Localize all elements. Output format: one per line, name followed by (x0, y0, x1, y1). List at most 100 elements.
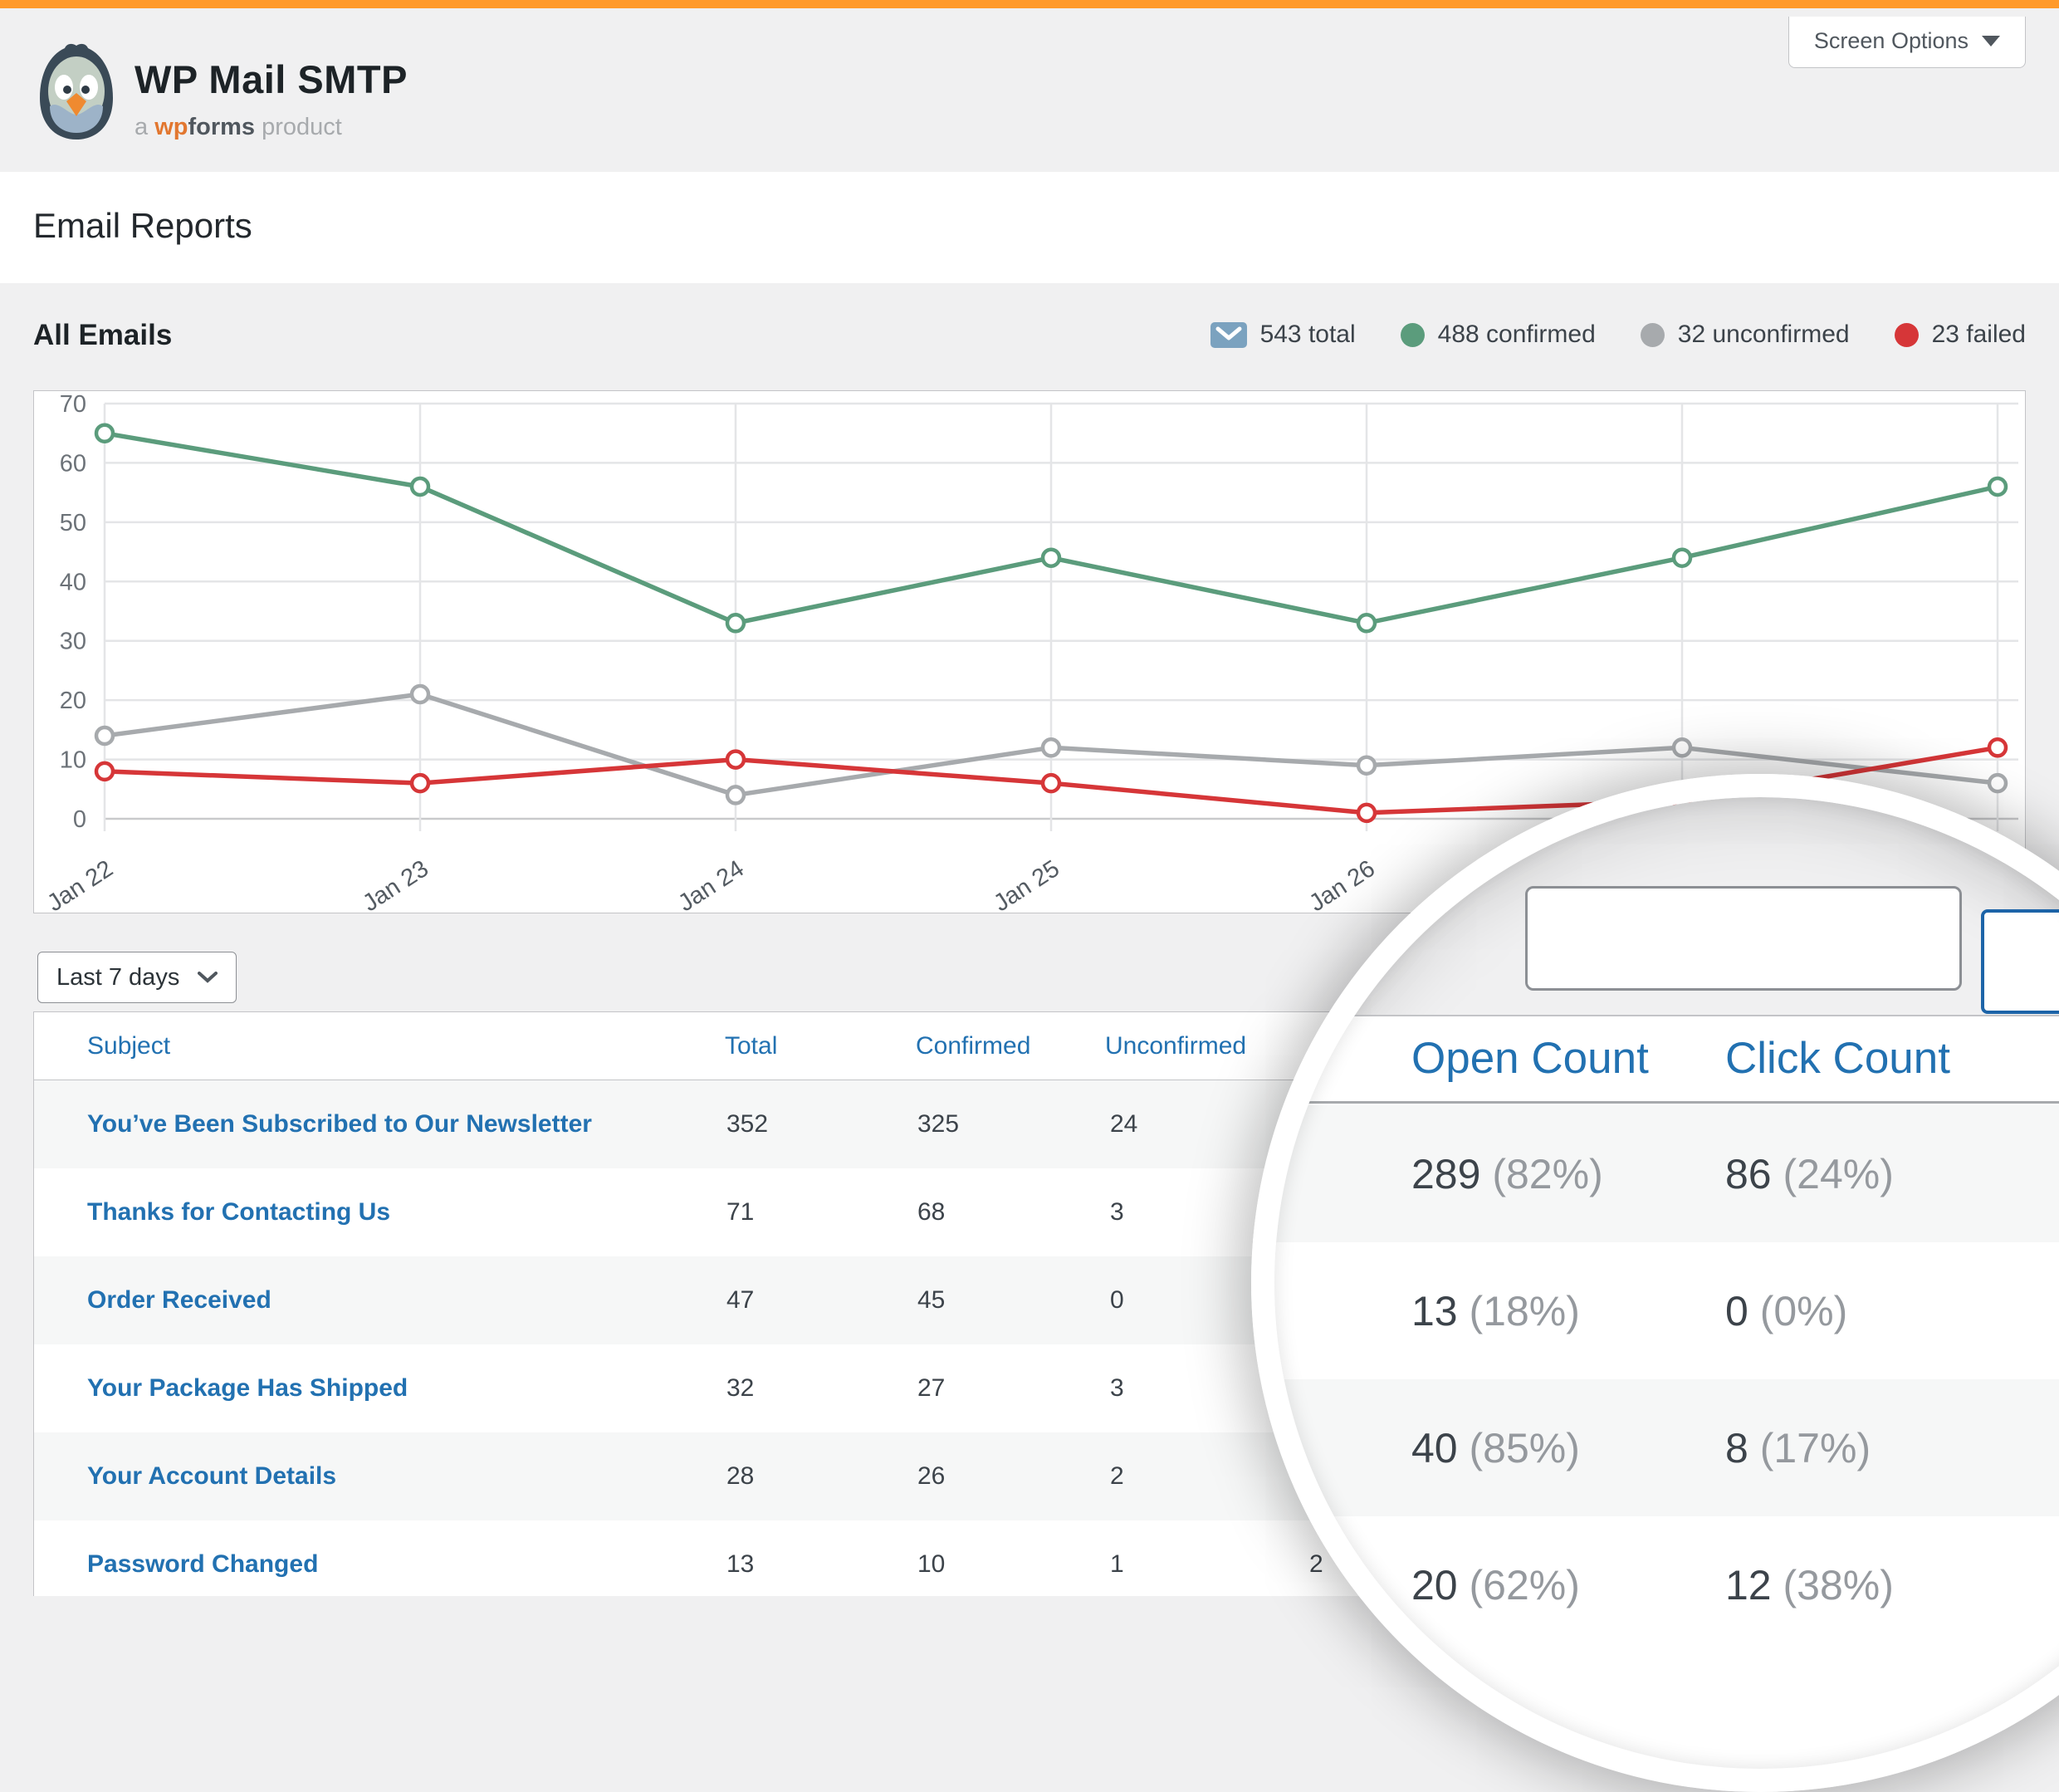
chevron-down-icon (1982, 36, 2000, 47)
open-count-value: 20 (62%) (1411, 1561, 1580, 1608)
unconfirmed-value: 0 (1110, 1286, 1124, 1314)
column-header-unconfirmed[interactable]: Unconfirmed (1105, 1032, 1247, 1060)
top-accent-bar (0, 0, 2059, 8)
dot-icon (1400, 322, 1425, 347)
confirmed-value: 68 (917, 1198, 946, 1226)
email-subject-link[interactable]: Your Account Details (87, 1462, 337, 1490)
data-point-confirmed[interactable] (1987, 476, 2008, 497)
total-value: 13 (726, 1550, 755, 1578)
date-range-value: Last 7 days (56, 963, 180, 991)
open-count-value: 13 (18%) (1411, 1287, 1580, 1334)
x-axis-tick: Jan 23 (358, 855, 433, 913)
date-range-select[interactable]: Last 7 days (37, 952, 237, 1003)
x-axis-tick: Jan 25 (989, 855, 1064, 913)
divider (1274, 1101, 2059, 1104)
data-point-failed[interactable] (94, 761, 115, 782)
column-header-total[interactable]: Total (725, 1032, 778, 1060)
legend-label: 488 confirmed (1437, 321, 1596, 348)
legend-label: 23 failed (1931, 321, 2026, 348)
data-point-failed[interactable] (409, 772, 431, 794)
x-axis-tick: Jan 24 (673, 855, 748, 913)
click-count-value: 8 (17%) (1725, 1424, 1871, 1471)
magnified-table-row: 40 (85%) 8 (17%) (1274, 1379, 2059, 1516)
data-point-confirmed[interactable] (725, 613, 746, 634)
total-value: 71 (726, 1198, 755, 1226)
email-subject-link[interactable]: Your Package Has Shipped (87, 1374, 408, 1402)
y-axis-tick: 60 (60, 450, 86, 477)
y-axis-tick: 20 (60, 688, 86, 714)
unconfirmed-value: 24 (1110, 1110, 1138, 1138)
click-count-value: 0 (0%) (1725, 1287, 1848, 1334)
magnifier-content: Open Count Click Count 289 (82%) 86 (24%)… (1274, 797, 2059, 1769)
data-point-unconfirmed[interactable] (409, 683, 431, 705)
email-subject-link[interactable]: Password Changed (87, 1550, 319, 1578)
app-tagline: a wpforms product (134, 114, 342, 140)
search-button[interactable] (1981, 909, 2059, 1014)
open-count-value: 40 (85%) (1411, 1424, 1580, 1471)
legend-item: 32 unconfirmed (1640, 321, 1850, 349)
data-point-unconfirmed[interactable] (94, 725, 115, 747)
legend-item: 488 confirmed (1400, 321, 1596, 349)
confirmed-value: 27 (917, 1374, 946, 1402)
total-value: 28 (726, 1462, 755, 1490)
x-axis-tick: Jan 26 (1304, 855, 1379, 913)
column-header-subject[interactable]: Subject (87, 1032, 171, 1060)
table-header-row: Subject Total Confirmed Unconfirmed (34, 1012, 2025, 1080)
data-point-unconfirmed[interactable] (1356, 755, 1377, 776)
unconfirmed-value: 3 (1110, 1198, 1124, 1226)
click-count-value: 12 (38%) (1725, 1561, 1894, 1608)
app-title: WP Mail SMTP (134, 57, 408, 101)
open-count-value: 289 (82%) (1411, 1150, 1603, 1197)
column-header-click-count[interactable]: Click Count (1725, 1034, 1950, 1083)
data-point-confirmed[interactable] (1040, 547, 1062, 568)
data-point-failed[interactable] (1987, 737, 2008, 758)
dot-icon (1894, 322, 1919, 347)
y-axis-tick: 40 (60, 569, 86, 595)
data-point-failed[interactable] (1356, 802, 1377, 824)
page-title-band (0, 172, 2059, 283)
legend-label: 32 unconfirmed (1677, 321, 1850, 348)
magnified-table-row: 289 (82%) 86 (24%) (1274, 1105, 2059, 1242)
email-subject-link[interactable]: Thanks for Contacting Us (87, 1198, 391, 1226)
chevron-down-icon (198, 972, 218, 983)
data-point-unconfirmed[interactable] (1671, 737, 1693, 758)
data-point-unconfirmed[interactable] (1987, 772, 2008, 794)
table-row: Your Package Has Shipped 32 27 3 (34, 1344, 2025, 1432)
screen-options-label: Screen Options (1813, 28, 1969, 53)
search-input[interactable] (1525, 886, 1962, 991)
data-point-unconfirmed[interactable] (1040, 737, 1062, 758)
magnified-table-row: 13 (18%) 0 (0%) (1274, 1242, 2059, 1379)
unconfirmed-value: 3 (1110, 1374, 1124, 1402)
confirmed-value: 10 (917, 1550, 946, 1578)
dot-icon (1640, 322, 1665, 347)
wp-mail-smtp-logo-icon (33, 42, 120, 143)
data-point-confirmed[interactable] (1671, 547, 1693, 568)
app-header: WP Mail SMTP a wpforms product Screen Op… (0, 8, 2059, 172)
table-row: Password Changed131012 (34, 1520, 2025, 1608)
confirmed-value: 325 (917, 1110, 960, 1138)
x-axis-tick: Jan 22 (42, 855, 117, 913)
data-point-confirmed[interactable] (94, 423, 115, 443)
total-value: 352 (726, 1110, 769, 1138)
email-subject-link[interactable]: You’ve Been Subscribed to Our Newsletter (87, 1110, 592, 1138)
total-value: 47 (726, 1286, 755, 1314)
data-point-unconfirmed[interactable] (725, 785, 746, 805)
y-axis-tick: 70 (60, 391, 86, 418)
envelope-icon (1210, 321, 1247, 348)
column-header-confirmed[interactable]: Confirmed (916, 1032, 1031, 1060)
data-point-confirmed[interactable] (409, 476, 431, 497)
data-point-confirmed[interactable] (1356, 613, 1377, 634)
data-point-failed[interactable] (725, 749, 746, 770)
legend-item: 23 failed (1894, 321, 2026, 349)
page-title: Email Reports (33, 206, 252, 245)
email-subject-link[interactable]: Order Received (87, 1286, 271, 1314)
data-point-failed[interactable] (1040, 772, 1062, 794)
column-header-open-count[interactable]: Open Count (1411, 1034, 1649, 1083)
confirmed-value: 26 (917, 1462, 946, 1490)
screen-options-button[interactable]: Screen Options (1788, 17, 2026, 68)
total-value: 32 (726, 1374, 755, 1402)
legend-label: 543 total (1259, 321, 1356, 348)
unconfirmed-value: 2 (1110, 1462, 1124, 1490)
confirmed-value: 45 (917, 1286, 946, 1314)
y-axis-tick: 50 (60, 510, 86, 536)
